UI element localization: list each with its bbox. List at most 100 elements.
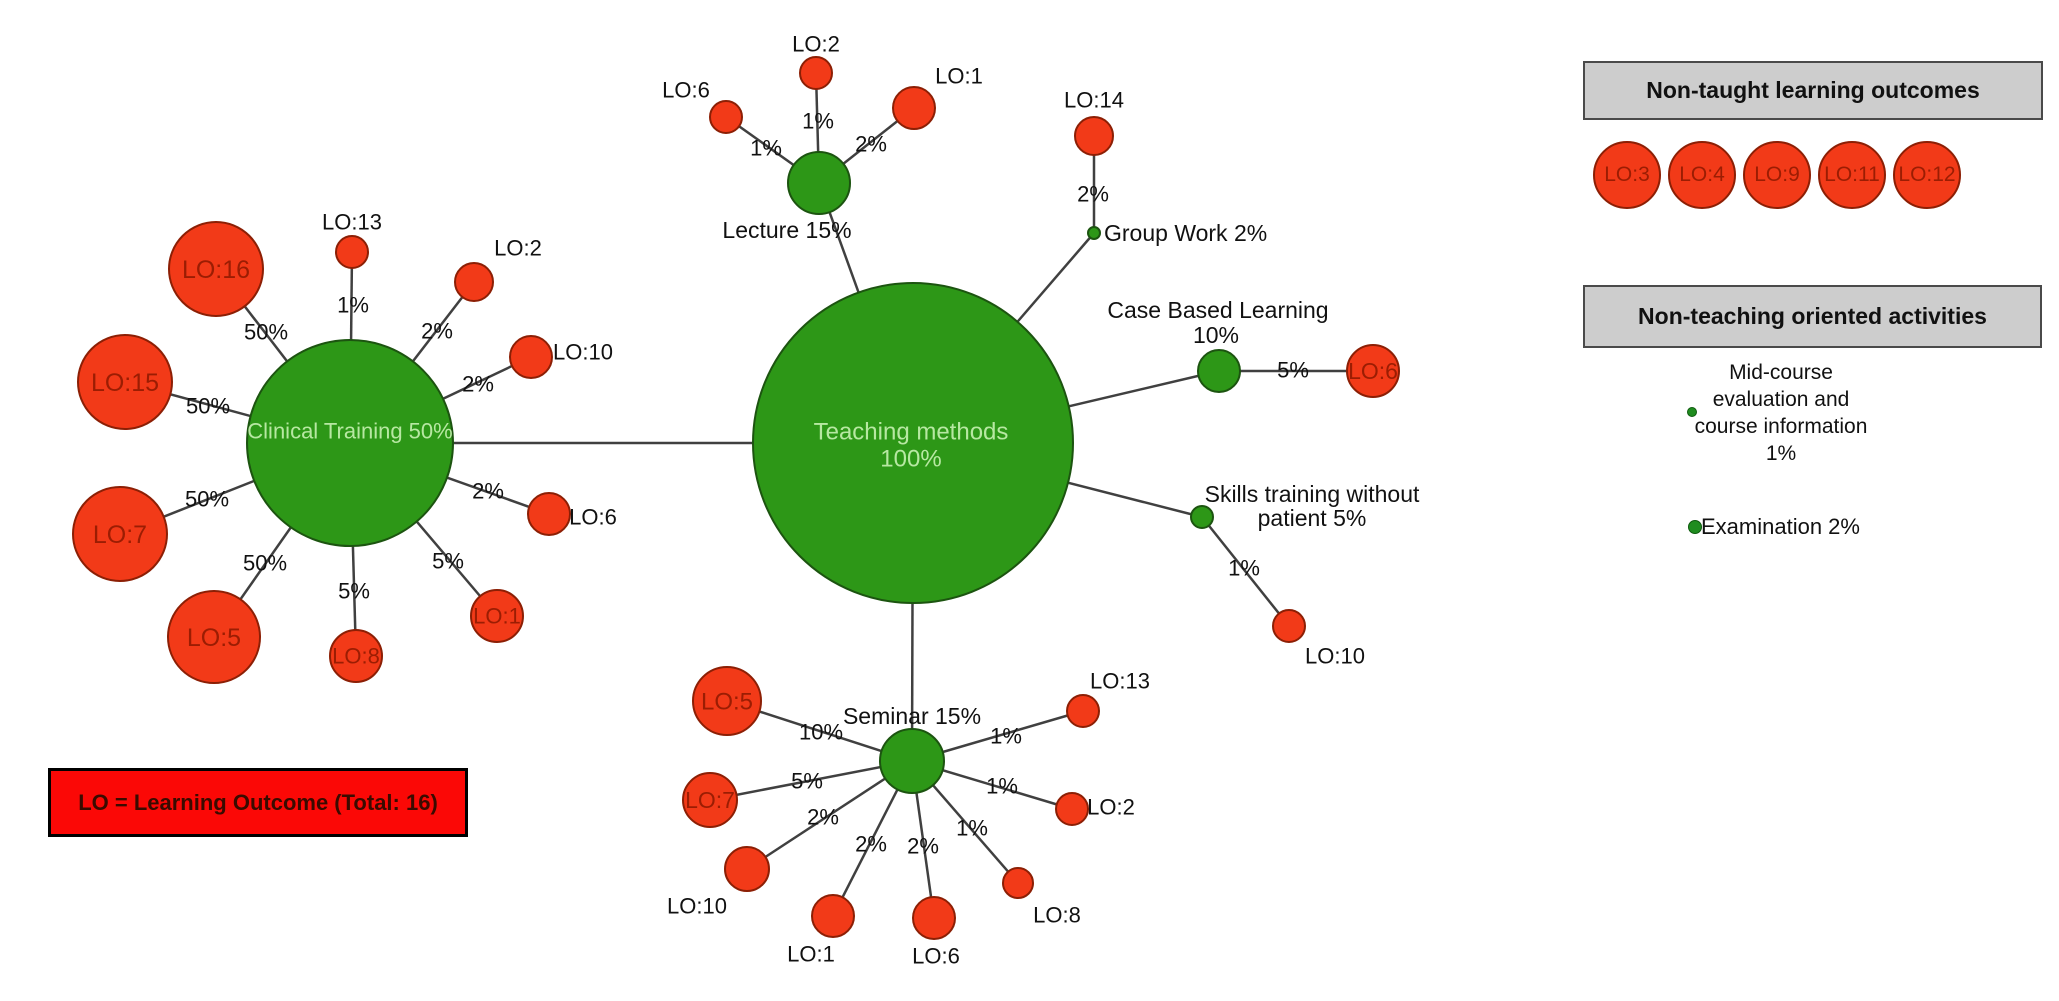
node-skills-training <box>1190 505 1214 529</box>
text-label-clinical-lo10: LO:10 <box>553 340 613 365</box>
node-seminar-lo1 <box>811 894 855 938</box>
node-clinical-lo6 <box>527 492 571 536</box>
midcourse-dot-icon <box>1687 407 1697 417</box>
legend-outcome-lo3-label: LO:3 <box>1604 163 1650 186</box>
text-lecture-title: Lecture 15% <box>722 217 851 243</box>
text-label-lecture-lo6: LO:6 <box>662 78 710 103</box>
text-pct-seminar-lo5: 10% <box>799 720 843 745</box>
node-clinical-lo8 <box>329 629 383 683</box>
text-label-seminar-lo5: LO:5 <box>701 688 753 715</box>
text-label-clinical-lo7: LO:7 <box>93 521 147 549</box>
text-pct-skills-lo10: 1% <box>1228 556 1260 581</box>
node-case-based-learning <box>1197 349 1241 393</box>
text-seminar-title: Seminar 15% <box>843 703 981 729</box>
text-label-clinical-lo5: LO:5 <box>187 624 241 652</box>
node-seminar-lo5 <box>692 666 762 736</box>
midcourse-line-2: evaluation and <box>1712 388 1850 411</box>
legend-non-taught-title: Non-taught learning outcomes <box>1646 77 1980 103</box>
text-label-clinical-lo13: LO:13 <box>322 210 382 235</box>
node-clinical-training <box>246 339 454 547</box>
text-pct-clinical-lo8: 5% <box>338 579 370 604</box>
legend-outcome-lo11: LO:11 <box>1818 141 1886 209</box>
node-lecture-lo1 <box>892 86 936 130</box>
node-skills-lo10 <box>1272 609 1306 643</box>
text-label-clinical-lo2: LO:2 <box>494 236 542 261</box>
examination-label: Examination 2% <box>1701 514 1860 539</box>
text-pct-clinical-lo2: 2% <box>421 319 453 344</box>
text-skills-title-2: patient 5% <box>1258 505 1367 531</box>
text-label-seminar-lo1: LO:1 <box>787 942 835 967</box>
edge-seminar-lo7 <box>709 759 913 802</box>
node-lecture-lo6 <box>709 100 743 134</box>
text-pct-seminar-lo2: 1% <box>986 774 1018 799</box>
text-pct-seminar-lo10: 2% <box>807 805 839 830</box>
text-label-seminar-lo8: LO:8 <box>1033 903 1081 928</box>
text-pct-lecture-lo1: 2% <box>855 132 887 157</box>
text-label-clinical-lo8: LO:8 <box>332 644 380 669</box>
legend-outcome-lo4-label: LO:4 <box>1679 163 1725 186</box>
midcourse-line-3: course information <box>1694 415 1868 438</box>
text-pct-lecture-lo2: 1% <box>802 109 834 134</box>
legend-non-teaching-title: Non-teaching oriented activities <box>1638 303 1987 329</box>
text-teaching-title-2: 100% <box>880 445 941 472</box>
node-clinical-lo16 <box>168 221 264 317</box>
text-label-groupwork-lo14: LO:14 <box>1064 88 1124 113</box>
text-label-seminar-lo6: LO:6 <box>912 944 960 969</box>
text-label-clinical-lo16: LO:16 <box>182 256 250 284</box>
node-seminar-lo2 <box>1055 792 1089 826</box>
text-label-seminar-lo7: LO:7 <box>685 787 735 813</box>
text-pct-seminar-lo7: 5% <box>791 769 823 794</box>
legend-outcome-lo9-label: LO:9 <box>1754 163 1800 186</box>
text-label-seminar-lo13: LO:13 <box>1090 669 1150 694</box>
text-pct-clinical-lo5: 50% <box>243 551 287 576</box>
legend-non-taught-circles: LO:3 LO:4 LO:9 LO:11 LO:12 <box>1593 141 1961 209</box>
text-pct-clinical-lo6: 2% <box>472 479 504 504</box>
node-clinical-lo13 <box>335 235 369 269</box>
examination-dot-icon <box>1688 520 1702 534</box>
text-pct-seminar-lo6: 2% <box>907 834 939 859</box>
legend-non-taught-header: Non-taught learning outcomes <box>1583 61 2043 120</box>
lo-note-text: LO = Learning Outcome (Total: 16) <box>78 789 438 815</box>
node-lecture <box>787 151 851 215</box>
text-pct-casebased-lo6: 5% <box>1277 358 1309 383</box>
text-clinical-title: Clinical Training 50% <box>247 419 452 444</box>
node-teaching-methods <box>752 282 1074 604</box>
node-clinical-lo7 <box>72 486 168 582</box>
legend-non-teaching-header: Non-teaching oriented activities <box>1583 285 2042 348</box>
node-lecture-lo2 <box>799 56 833 90</box>
text-pct-clinical-lo13: 1% <box>337 293 369 318</box>
text-groupwork-title: Group Work 2% <box>1104 220 1267 246</box>
text-label-lecture-lo1: LO:1 <box>935 64 983 89</box>
text-label-seminar-lo10: LO:10 <box>667 894 727 919</box>
legend-outcome-lo3: LO:3 <box>1593 141 1661 209</box>
legend-outcome-lo4: LO:4 <box>1668 141 1736 209</box>
node-clinical-lo1 <box>470 589 524 643</box>
text-skills-title-1: Skills training without <box>1205 481 1420 507</box>
midcourse-line-4: 1% <box>1765 442 1797 465</box>
text-pct-clinical-lo7: 50% <box>185 487 229 512</box>
text-casebased-title-2: 10% <box>1193 322 1239 348</box>
text-label-clinical-lo6: LO:6 <box>569 505 617 530</box>
text-label-lecture-lo2: LO:2 <box>792 32 840 57</box>
node-seminar-lo13 <box>1066 694 1100 728</box>
node-clinical-lo2 <box>454 262 494 302</box>
node-group-work <box>1087 226 1101 240</box>
text-label-skills-lo10: LO:10 <box>1305 644 1365 669</box>
node-seminar-lo6 <box>912 896 956 940</box>
text-pct-clinical-lo16: 50% <box>244 320 288 345</box>
text-label-clinical-lo1: LO:1 <box>473 604 521 629</box>
text-pct-clinical-lo1: 5% <box>432 549 464 574</box>
node-clinical-lo10 <box>509 335 553 379</box>
node-seminar-lo7 <box>682 772 738 828</box>
legend-outcome-lo9: LO:9 <box>1743 141 1811 209</box>
text-pct-lecture-lo6: 1% <box>750 136 782 161</box>
edge-skills-lo10 <box>1201 516 1290 627</box>
legend-outcome-lo11-label: LO:11 <box>1824 163 1880 186</box>
text-label-casebased-lo6: LO:6 <box>1348 358 1398 384</box>
node-seminar-lo8 <box>1002 867 1034 899</box>
text-label-clinical-lo15: LO:15 <box>91 369 159 397</box>
text-pct-seminar-lo8: 1% <box>956 816 988 841</box>
node-clinical-lo5 <box>167 590 261 684</box>
